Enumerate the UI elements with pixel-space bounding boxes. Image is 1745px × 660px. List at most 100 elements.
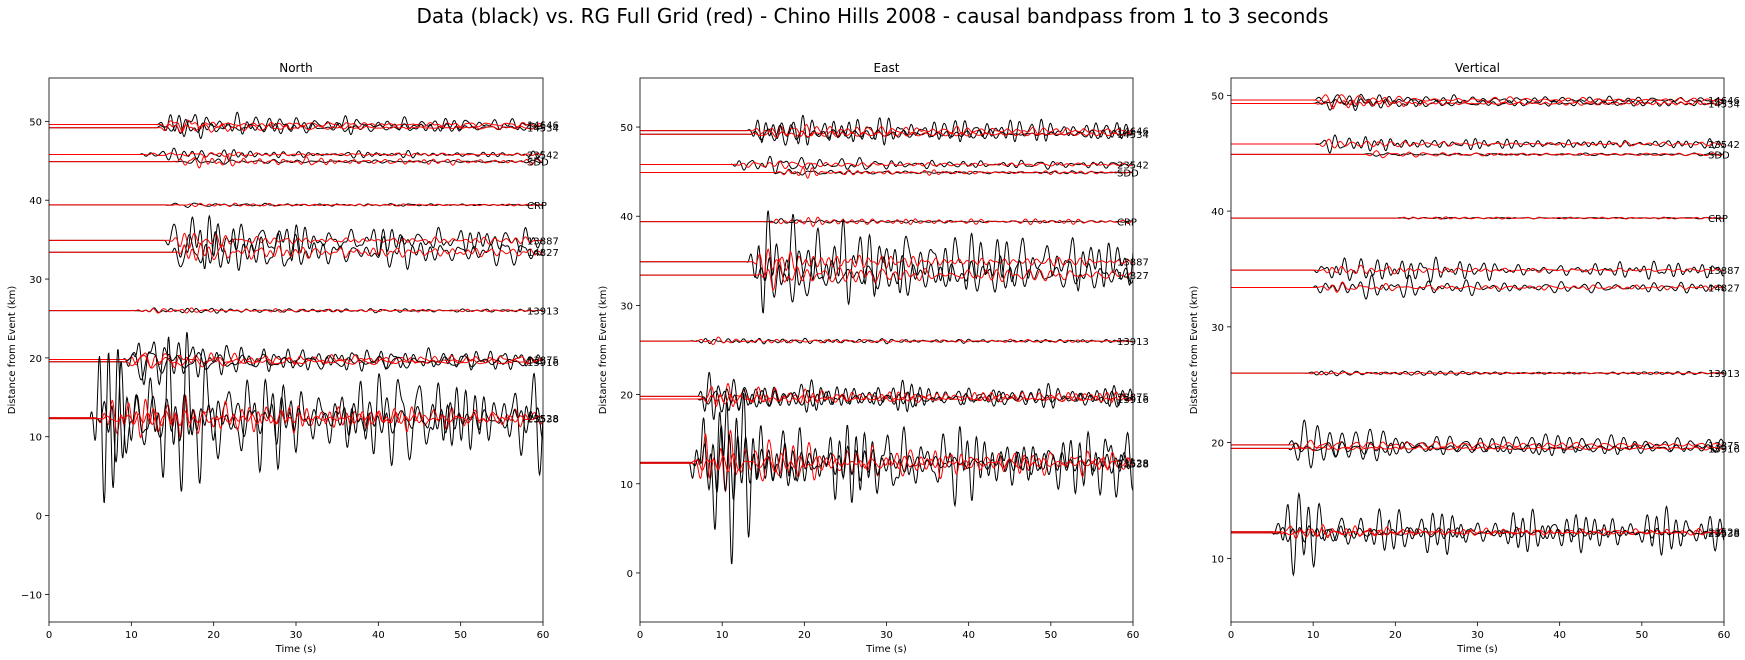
y-tick-label: 20 <box>620 391 633 402</box>
y-tick-label: 40 <box>620 212 633 223</box>
trace-crp-synthetic <box>640 216 1133 228</box>
trace-13916-data <box>49 351 543 381</box>
panel-east: 146461453423542SDDCRP1388714827139131387… <box>598 61 1149 655</box>
trace-23538-data <box>640 423 1133 502</box>
y-tick-label: 30 <box>1211 323 1224 334</box>
y-tick-label: 10 <box>1211 554 1224 565</box>
y-tick-label: 0 <box>627 569 633 580</box>
x-tick-label: 20 <box>1389 630 1402 641</box>
trace-14534-synthetic <box>1231 99 1724 110</box>
axes-frame <box>48 77 544 623</box>
trace-23538-data <box>49 361 543 463</box>
trace-23538-synthetic <box>640 452 1133 473</box>
x-tick-label: 10 <box>125 630 138 641</box>
x-tick-label: 30 <box>1471 630 1484 641</box>
panel-north: 146461453423542SDDCRP1388714827139131387… <box>7 61 559 655</box>
figure-title: Data (black) vs. RG Full Grid (red) - Ch… <box>416 4 1329 28</box>
x-tick-label: 50 <box>1044 630 1057 641</box>
x-tick-label: 40 <box>372 630 385 641</box>
x-axis-label: Time (s) <box>865 644 907 655</box>
station-label: CRP <box>527 201 547 212</box>
y-tick-label: 0 <box>36 512 42 523</box>
trace-14827-synthetic <box>49 243 543 262</box>
panel-title: Vertical <box>1455 61 1500 75</box>
x-tick-label: 0 <box>637 630 643 641</box>
plot-area <box>1231 93 1724 577</box>
y-axis-label: Distance from Event (km) <box>598 286 609 415</box>
trace-23542-synthetic <box>1231 138 1724 149</box>
x-tick-label: 10 <box>716 630 729 641</box>
y-axis-label: Distance from Event (km) <box>7 286 18 415</box>
trace-14534-data <box>49 118 543 135</box>
x-tick-label: 40 <box>962 630 975 641</box>
station-label: SDD <box>1117 169 1139 180</box>
y-tick-label: 50 <box>1211 91 1224 102</box>
x-axis-label: Time (s) <box>1456 644 1498 655</box>
trace-23542-synthetic <box>49 151 543 158</box>
x-tick-label: 10 <box>1307 630 1320 641</box>
trace-13913-synthetic <box>49 307 543 314</box>
x-tick-label: 50 <box>1635 630 1648 641</box>
x-tick-label: 50 <box>454 630 467 641</box>
trace-sdd-synthetic <box>49 154 543 169</box>
x-tick-label: 60 <box>537 630 550 641</box>
y-tick-label: −10 <box>21 590 42 601</box>
trace-crp-synthetic <box>49 202 543 207</box>
station-label: SDD <box>527 158 549 169</box>
trace-23538-synthetic <box>1231 528 1724 538</box>
trace-23538-synthetic <box>49 410 543 427</box>
trace-13916-synthetic <box>1231 446 1724 452</box>
trace-14827-synthetic <box>1231 281 1724 293</box>
y-tick-label: 40 <box>1211 207 1224 218</box>
y-axis-label: Distance from Event (km) <box>1189 286 1200 415</box>
panel-vertical: 146461453423542SDDCRP1388714827139131387… <box>1189 61 1740 655</box>
trace-14534-synthetic <box>49 123 543 133</box>
y-tick-label: 50 <box>620 123 633 134</box>
trace-23528-data <box>49 332 543 504</box>
x-tick-label: 0 <box>1228 630 1234 641</box>
plot-area <box>640 114 1133 565</box>
trace-14646-data <box>49 111 543 139</box>
y-tick-label: 50 <box>29 117 42 128</box>
station-label: SDD <box>1708 150 1730 161</box>
x-tick-label: 20 <box>798 630 811 641</box>
trace-13913-synthetic <box>1231 371 1724 376</box>
trace-14646-synthetic <box>49 119 543 132</box>
trace-13887-synthetic <box>640 248 1133 277</box>
axes-frame <box>639 77 1134 623</box>
y-tick-label: 20 <box>29 354 42 365</box>
x-tick-label: 40 <box>1553 630 1566 641</box>
station-label: CRP <box>1708 214 1728 225</box>
x-axis-label: Time (s) <box>275 644 317 655</box>
trace-14646-synthetic <box>1231 94 1724 108</box>
station-label: CRP <box>1117 218 1137 229</box>
trace-23542-synthetic <box>640 160 1133 169</box>
x-tick-label: 30 <box>880 630 893 641</box>
trace-13875-synthetic <box>1231 439 1724 450</box>
trace-13916-synthetic <box>49 354 543 369</box>
trace-13916-data <box>1231 441 1724 458</box>
y-tick-label: 10 <box>620 480 633 491</box>
trace-13887-synthetic <box>1231 264 1724 275</box>
trace-13916-synthetic <box>640 393 1133 405</box>
y-tick-label: 20 <box>1211 439 1224 450</box>
trace-crp-synthetic <box>1231 216 1724 220</box>
y-tick-label: 30 <box>29 275 42 286</box>
trace-13887-data <box>49 214 543 270</box>
trace-sdd-synthetic <box>1231 150 1724 159</box>
x-tick-label: 60 <box>1127 630 1140 641</box>
plot-area <box>49 111 543 504</box>
panel-title: North <box>279 61 313 75</box>
panel-title: East <box>874 61 900 75</box>
trace-13916-data <box>640 388 1133 413</box>
x-tick-label: 0 <box>46 630 52 641</box>
trace-14534-synthetic <box>640 130 1133 138</box>
trace-sdd-synthetic <box>640 167 1133 179</box>
x-tick-label: 30 <box>290 630 303 641</box>
y-tick-label: 30 <box>620 301 633 312</box>
x-tick-label: 20 <box>207 630 220 641</box>
y-tick-label: 40 <box>29 196 42 207</box>
trace-13887-synthetic <box>49 232 543 249</box>
x-tick-label: 60 <box>1718 630 1731 641</box>
